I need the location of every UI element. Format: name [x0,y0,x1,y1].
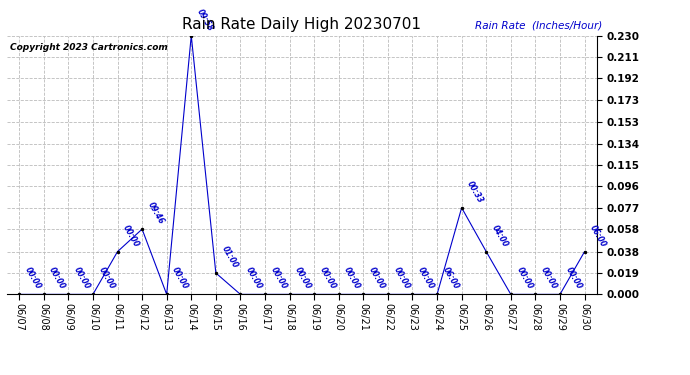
Text: 00:33: 00:33 [465,179,485,205]
Text: 00:00: 00:00 [293,266,313,291]
Text: 04:00: 04:00 [490,223,510,249]
Text: Copyright 2023 Cartronics.com: Copyright 2023 Cartronics.com [10,44,168,52]
Text: 09:58: 09:58 [195,7,215,33]
Text: 00:00: 00:00 [392,266,411,291]
Text: 00:00: 00:00 [367,266,387,291]
Text: 06:00: 06:00 [589,223,608,249]
Text: Rain Rate  (Inches/Hour): Rain Rate (Inches/Hour) [475,21,603,30]
Text: 01:00: 01:00 [219,244,239,270]
Text: 00:00: 00:00 [48,266,67,291]
Text: 00:00: 00:00 [170,266,190,291]
Text: 00:00: 00:00 [564,266,584,291]
Text: 00:00: 00:00 [244,266,264,291]
Text: 06:00: 06:00 [441,266,460,291]
Text: 00:00: 00:00 [23,266,43,291]
Text: 00:00: 00:00 [318,266,337,291]
Text: 00:00: 00:00 [539,266,559,291]
Title: Rain Rate Daily High 20230701: Rain Rate Daily High 20230701 [182,16,422,32]
Text: 00:00: 00:00 [515,266,534,291]
Text: 00:00: 00:00 [121,223,141,249]
Text: 00:00: 00:00 [342,266,362,291]
Text: 09:46: 09:46 [146,201,166,226]
Text: 00:00: 00:00 [72,266,92,291]
Text: 00:00: 00:00 [268,266,288,291]
Text: 00:00: 00:00 [97,266,117,291]
Text: 00:00: 00:00 [416,266,436,291]
